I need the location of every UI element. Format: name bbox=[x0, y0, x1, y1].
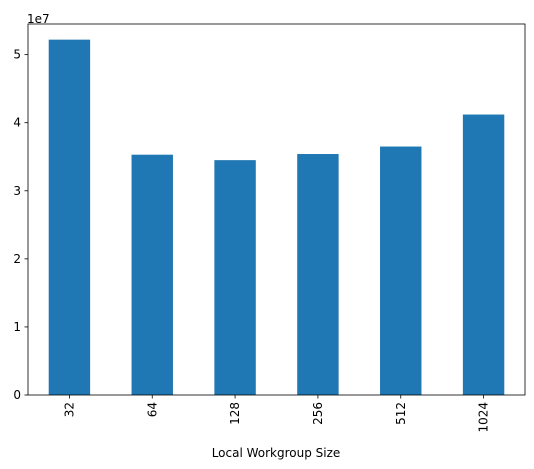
x-tick-label: 1024 bbox=[477, 402, 491, 433]
bar-1024 bbox=[462, 114, 505, 396]
y-tick-label: 0 bbox=[13, 388, 21, 402]
y-axis-offset-label: 1e7 bbox=[27, 12, 50, 26]
bars-group bbox=[48, 39, 505, 396]
y-tick-label: 4 bbox=[13, 116, 21, 130]
bar-32 bbox=[48, 39, 91, 395]
bar-512 bbox=[380, 146, 422, 395]
x-axis-ticks: 32 64 128 256 512 1024 bbox=[62, 395, 491, 433]
x-tick-label: 512 bbox=[394, 402, 408, 425]
y-axis-ticks: 0 1 2 3 4 5 bbox=[13, 48, 28, 402]
plot-frame bbox=[27, 23, 526, 396]
x-tick-label: 32 bbox=[62, 402, 76, 417]
bar-64 bbox=[131, 154, 173, 395]
bar-128 bbox=[214, 160, 256, 395]
y-tick-label: 3 bbox=[13, 184, 21, 198]
x-axis-label: Local Workgroup Size bbox=[212, 446, 341, 460]
x-tick-label: 64 bbox=[145, 402, 159, 417]
x-tick-label: 256 bbox=[311, 402, 325, 425]
x-tick-label: 128 bbox=[228, 402, 242, 425]
bar-256 bbox=[297, 154, 339, 395]
y-tick-label: 1 bbox=[13, 320, 21, 334]
y-tick-label: 5 bbox=[13, 48, 21, 62]
y-tick-label: 2 bbox=[13, 252, 21, 266]
